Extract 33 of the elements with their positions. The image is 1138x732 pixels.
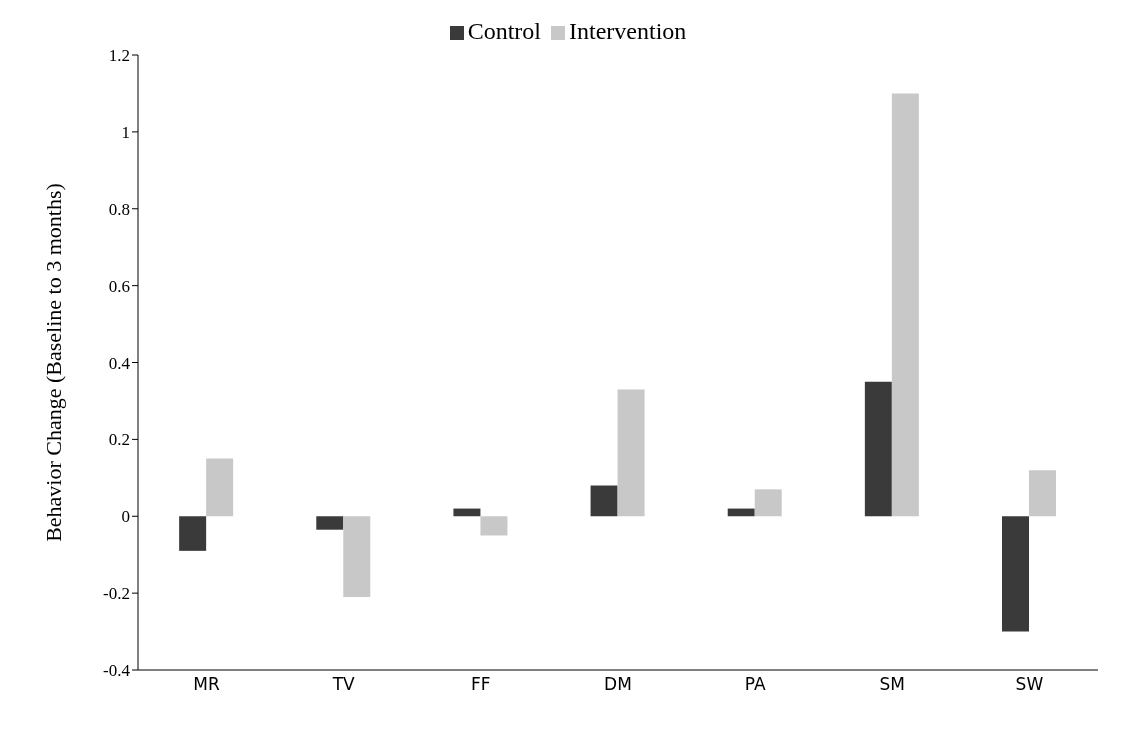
y-tick-label: 0.4 [108, 353, 131, 373]
x-tick-label: SW [1015, 674, 1044, 695]
y-tick-label: 1 [121, 122, 130, 142]
bar [617, 389, 645, 517]
bar [891, 93, 919, 517]
bar [206, 458, 234, 517]
x-tick-label: PA [744, 674, 766, 695]
bar [727, 508, 755, 517]
bar [343, 516, 371, 597]
bar [179, 516, 207, 551]
x-tick-label: MR [193, 674, 220, 695]
y-tick-label: -0.4 [103, 661, 131, 681]
y-tick-label: 0 [121, 507, 130, 527]
bar [864, 381, 892, 517]
y-tick-label: 1.2 [108, 46, 130, 66]
bar [480, 516, 508, 536]
legend-label: Intervention [569, 18, 687, 44]
legend-label: Control [467, 18, 542, 44]
y-tick-label: 0.6 [108, 276, 130, 296]
x-tick-label: FF [471, 674, 491, 695]
bar [590, 485, 618, 517]
x-tick-label: DM [604, 674, 632, 695]
x-tick-label: TV [331, 674, 356, 695]
y-tick-label: 0.8 [108, 199, 130, 219]
bar [1029, 470, 1056, 517]
y-tick-label: 0.2 [108, 430, 130, 450]
bar [453, 508, 481, 517]
bar [754, 489, 782, 517]
y-tick-label: -0.2 [103, 584, 130, 604]
bar [1002, 516, 1029, 632]
bar [316, 516, 344, 530]
y-axis-title: Behavior Change (Baseline to 3 months) [40, 183, 66, 542]
x-tick-label: SM [879, 674, 906, 695]
